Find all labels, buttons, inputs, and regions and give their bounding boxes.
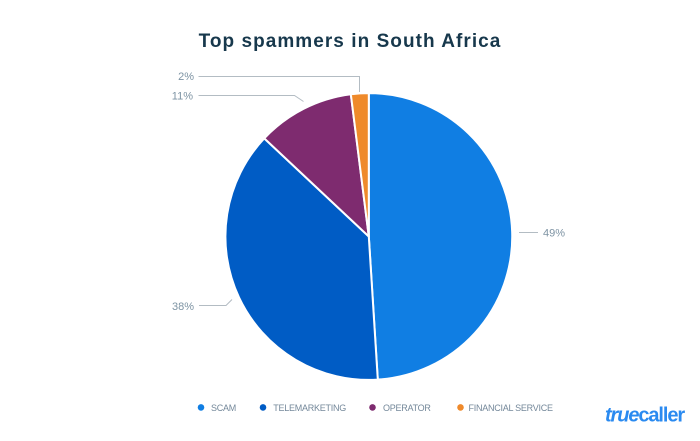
svg-text:TELEMARKETING: TELEMARKETING xyxy=(273,403,346,413)
svg-text:11%: 11% xyxy=(172,91,193,103)
svg-text:49%: 49% xyxy=(543,228,565,240)
svg-text:SCAM: SCAM xyxy=(211,403,236,413)
svg-text:2%: 2% xyxy=(178,71,194,83)
svg-text:OPERATOR: OPERATOR xyxy=(383,403,431,413)
svg-text:FINANCIAL SERVICE: FINANCIAL SERVICE xyxy=(469,403,554,413)
svg-text:38%: 38% xyxy=(172,301,194,313)
svg-text:truecaller: truecaller xyxy=(605,404,685,426)
